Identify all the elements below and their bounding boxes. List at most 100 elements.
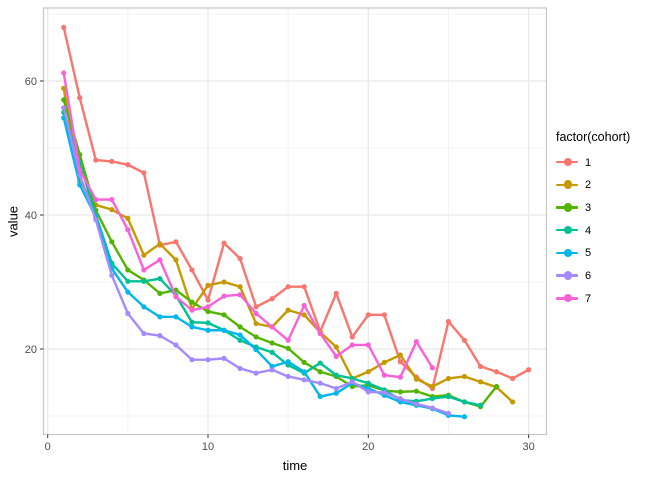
series-point-cohort-1 [61, 24, 67, 30]
series-point-cohort-5 [173, 314, 179, 320]
series-point-cohort-2 [381, 359, 387, 365]
legend-key-point [564, 157, 573, 167]
series-point-cohort-4 [157, 276, 163, 282]
series-point-cohort-3 [493, 383, 500, 390]
series-point-cohort-5 [77, 182, 83, 188]
series-line-cohort-5 [62, 117, 465, 418]
series-point-cohort-4 [477, 402, 484, 408]
series-point-cohort-1 [397, 359, 403, 365]
x-tick-label: 30 [522, 441, 534, 453]
series-point-cohort-3 [237, 324, 243, 330]
y-tick-label: 20 [25, 344, 37, 356]
series-point-cohort-1 [381, 312, 387, 318]
legend-item-cohort-1: 1 [556, 154, 672, 171]
legend-key-point [564, 203, 573, 212]
series-point-cohort-4 [205, 320, 211, 326]
series-point-cohort-3 [189, 299, 195, 305]
series-point-cohort-6 [429, 405, 436, 411]
series-point-cohort-7 [77, 167, 83, 173]
series-point-cohort-5 [157, 314, 163, 320]
series-point-cohort-3 [269, 340, 275, 346]
series-point-cohort-3 [61, 97, 67, 103]
series-point-cohort-7 [125, 227, 131, 233]
legend-item-label: 1 [585, 156, 592, 169]
legend-key-point [564, 293, 573, 303]
legend-item-label: 7 [585, 292, 592, 305]
series-point-cohort-2 [221, 279, 227, 285]
series-point-cohort-7 [301, 302, 307, 309]
x-tick-label: 0 [45, 441, 51, 453]
legend-key-point [564, 225, 573, 235]
legend-item-cohort-5: 5 [556, 245, 672, 262]
legend-key-swatch [556, 267, 578, 284]
series-point-cohort-7 [109, 196, 115, 203]
series-line-cohort-1 [62, 27, 530, 390]
series-point-cohort-6 [141, 330, 147, 337]
series-point-cohort-3 [125, 267, 131, 273]
series-point-cohort-6 [317, 380, 323, 386]
series-point-cohort-7 [173, 294, 179, 300]
series-point-cohort-3 [109, 239, 115, 245]
series-point-cohort-6 [125, 310, 131, 317]
series-point-cohort-4 [333, 372, 339, 378]
legend-title: factor(cohort) [556, 130, 631, 144]
series-point-cohort-6 [253, 370, 259, 376]
series-point-cohort-7 [221, 293, 227, 299]
series-point-cohort-7 [237, 292, 243, 298]
series-point-cohort-1 [301, 284, 307, 290]
legend-item-label: 4 [585, 224, 592, 237]
series-point-cohort-4 [125, 278, 131, 284]
series-point-cohort-7 [61, 70, 67, 76]
series-point-cohort-4 [365, 380, 371, 386]
series-point-cohort-5 [461, 414, 468, 420]
series-point-cohort-6 [381, 389, 387, 396]
series-point-cohort-1 [461, 337, 468, 343]
series-point-cohort-2 [125, 215, 131, 221]
series-point-cohort-2 [301, 312, 307, 318]
series-point-cohort-2 [157, 241, 163, 247]
panel-border [42, 7, 548, 436]
series-point-cohort-6 [285, 373, 291, 380]
series-point-cohort-4 [269, 349, 275, 355]
series-point-cohort-7 [205, 304, 211, 310]
series-point-cohort-6 [109, 272, 115, 278]
series-point-cohort-3 [253, 334, 259, 340]
series-point-cohort-2 [173, 257, 179, 263]
series-point-cohort-5 [141, 304, 147, 310]
x-axis-title: time [282, 458, 308, 473]
series-point-cohort-1 [93, 157, 99, 163]
legend-key-point [564, 271, 573, 280]
series-point-cohort-2 [477, 379, 484, 385]
series-point-cohort-6 [349, 379, 355, 385]
series-point-cohort-7 [365, 342, 371, 348]
legend-item-cohort-7: 7 [556, 290, 672, 307]
legend-item-cohort-3: 3 [556, 199, 672, 216]
series-point-cohort-1 [333, 290, 339, 296]
series-point-cohort-5 [285, 359, 291, 365]
series-point-cohort-1 [477, 363, 484, 370]
series-point-cohort-5 [189, 324, 195, 330]
legend: factor(cohort) 1 2 3 4 5 6 7 [556, 130, 672, 313]
series-line-cohort-3 [62, 99, 498, 408]
series-point-cohort-5 [301, 369, 307, 375]
legend-key-swatch [556, 177, 578, 194]
series-point-cohort-6 [237, 365, 243, 372]
plot-panel [43, 8, 547, 435]
legend-items: 1 2 3 4 5 6 7 [556, 154, 672, 307]
series-point-cohort-4 [141, 278, 147, 284]
series-point-cohort-2 [413, 376, 419, 382]
series-point-cohort-2 [365, 369, 371, 375]
series-point-cohort-1 [526, 367, 532, 373]
series-point-cohort-3 [413, 388, 419, 394]
series-point-cohort-6 [365, 389, 371, 395]
series-point-cohort-2 [253, 320, 259, 327]
y-tick-label: 40 [25, 210, 37, 222]
series-point-cohort-1 [77, 95, 83, 101]
series-point-cohort-1 [349, 334, 355, 340]
series-point-cohort-7 [189, 307, 195, 313]
series-point-cohort-1 [365, 312, 371, 318]
series-point-cohort-2 [285, 307, 291, 313]
series-point-cohort-5 [125, 289, 131, 295]
series-point-cohort-1 [509, 375, 516, 382]
series-point-cohort-7 [285, 337, 291, 343]
